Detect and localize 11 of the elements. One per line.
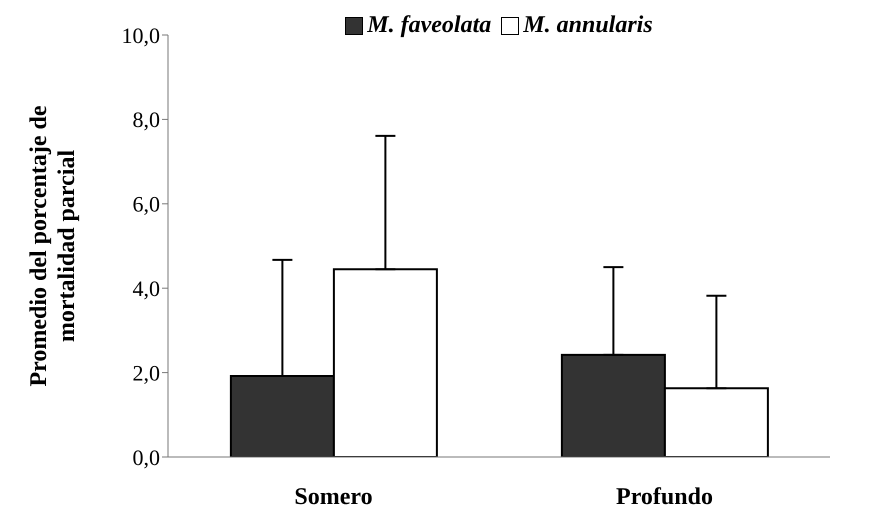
y-axis-title: Promedio del porcentaje de mortalidad parcial	[26, 105, 80, 387]
y-tick-label: 4,0	[132, 276, 160, 302]
legend-label: M. annularis	[523, 12, 653, 39]
x-tick-label: Somero	[294, 484, 373, 510]
y-tick-label: 10,0	[122, 22, 160, 48]
x-tick-label: Profundo	[616, 484, 713, 510]
y-tick-label: 8,0	[132, 107, 160, 132]
y-tick-label: 0,0	[132, 444, 160, 470]
y-tick-label: 6,0	[132, 192, 160, 217]
y-tick-label: 2,0	[132, 360, 160, 386]
legend-label: M. faveolata	[367, 12, 492, 39]
